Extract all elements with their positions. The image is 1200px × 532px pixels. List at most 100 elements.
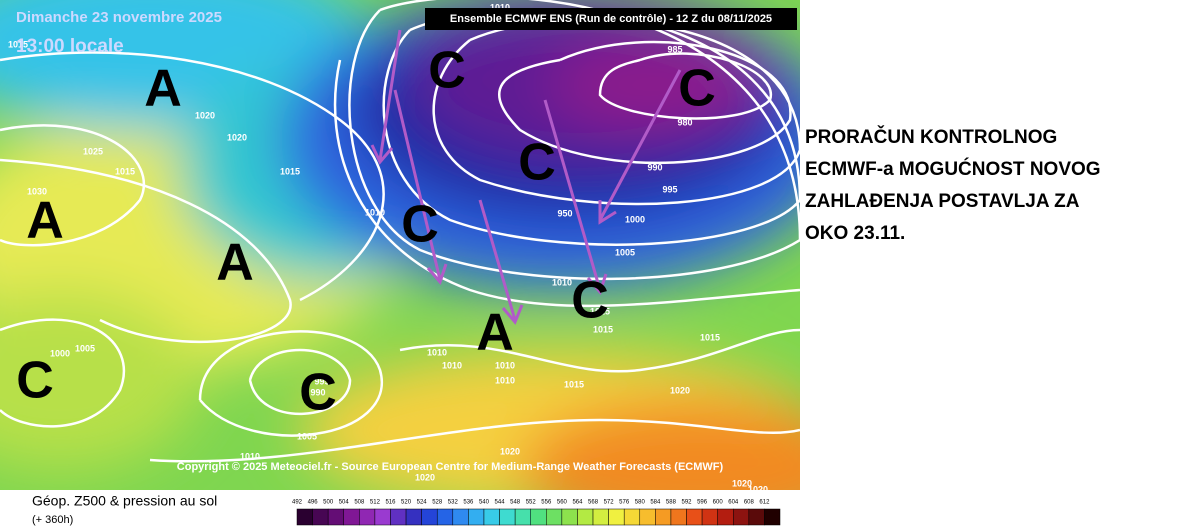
- isobar-label: 1005: [75, 343, 95, 353]
- scale-label: 544: [495, 500, 506, 506]
- scale-swatch: [359, 508, 376, 526]
- isobar-label: 1020: [748, 484, 768, 494]
- arrows: [370, 29, 682, 325]
- pressure-center: A: [26, 192, 64, 250]
- scale-label: 568: [588, 500, 599, 506]
- isobar-label: 1015: [115, 166, 135, 176]
- scale-label: 576: [619, 500, 630, 506]
- copyright: Copyright © 2025 Meteociel.fr - Source E…: [177, 461, 724, 473]
- scale-label: 492: [292, 500, 303, 506]
- scale-label: 548: [510, 500, 521, 506]
- annotation-line: OKO 23.11.: [805, 223, 905, 244]
- time: 13:00 locale: [16, 36, 124, 57]
- annotation-line: ZAHLAĐENJA POSTAVLJA ZA: [805, 191, 1080, 212]
- isobar-label: 1005: [297, 431, 317, 441]
- annotation-line: ECMWF-a MOGUĆNOST NOVOG: [805, 158, 1101, 180]
- pressure-center: A: [144, 60, 182, 118]
- isobar-label: 1015: [590, 306, 610, 316]
- isobar-label: 985: [667, 44, 682, 54]
- isobar-label: 1015: [564, 379, 584, 389]
- isobar-label: 1020: [415, 472, 435, 482]
- scale-label: 520: [401, 500, 412, 506]
- scale-label: 596: [697, 500, 708, 506]
- isobar-label: 1010: [240, 451, 260, 461]
- isobar-label: 1010: [495, 360, 515, 370]
- isobar-label: 1015: [593, 324, 613, 334]
- scale-label: 584: [650, 500, 661, 506]
- isobar-label: 1010: [495, 375, 515, 385]
- legend-subtitle: (+ 360h): [32, 514, 73, 526]
- scale-swatch: [312, 508, 329, 526]
- isobar-label: 1015: [700, 332, 720, 342]
- scale-label: 588: [666, 500, 677, 506]
- scale-label: 564: [572, 500, 583, 506]
- scale-label: 532: [448, 500, 459, 506]
- isobar-label: 995: [662, 184, 677, 194]
- scale-swatch: [670, 508, 687, 526]
- isobar-label: 1020: [732, 478, 752, 488]
- pressure-center: A: [476, 304, 514, 362]
- scale-swatch: [499, 508, 516, 526]
- pressure-center: A: [216, 234, 254, 292]
- scale-swatch: [561, 508, 578, 526]
- scale-swatch: [390, 508, 407, 526]
- scale-label: 504: [339, 500, 350, 506]
- isobar-label: 1025: [83, 146, 103, 156]
- isobar-label: 990: [647, 162, 662, 172]
- color-scale: 492 496 500 504 508 512 516 520 524 528 532 536 540 5…: [292, 500, 781, 526]
- scale-label: 500: [323, 500, 334, 506]
- scale-label: 580: [635, 500, 646, 506]
- isobar-label: 1020: [227, 132, 247, 142]
- scale-label: 552: [526, 500, 537, 506]
- isobar-label: 1010: [552, 277, 572, 287]
- scale-swatch: [405, 508, 422, 526]
- scale-label: 540: [479, 500, 490, 506]
- isobar-label: 1010: [442, 360, 462, 370]
- isobar-label: 990: [310, 387, 325, 397]
- scale-swatch: [608, 508, 625, 526]
- scale-swatch: [468, 508, 485, 526]
- pressure-center: C: [518, 134, 556, 192]
- scale-swatch: [514, 508, 531, 526]
- pressure-center: C: [678, 60, 716, 118]
- scale-swatch: [483, 508, 500, 526]
- run-box: [425, 8, 797, 30]
- scale-swatch: [623, 508, 641, 526]
- scale-swatch: [327, 508, 344, 526]
- isobar-label: 1010: [427, 347, 447, 357]
- map: 1010101510201020102510151030101510109859…: [0, 0, 800, 494]
- scale-label: 508: [354, 500, 365, 506]
- isobar-label: 950: [557, 208, 572, 218]
- pressure-center: C: [428, 42, 466, 100]
- scale-swatch: [764, 508, 781, 526]
- date: Dimanche 23 novembre 2025: [16, 9, 222, 26]
- scale-swatch: [546, 508, 563, 526]
- isobar-label: 995: [314, 376, 329, 386]
- pressure-center: C: [299, 364, 337, 422]
- scale-label: 496: [308, 500, 319, 506]
- scale-label: 560: [557, 500, 568, 506]
- isobar-label: 1020: [195, 110, 215, 120]
- isobar-label: 1005: [615, 247, 635, 257]
- scale-swatch: [436, 508, 454, 526]
- scale-label: 592: [682, 500, 693, 506]
- scale-label: 604: [728, 500, 739, 506]
- scale-label: 556: [541, 500, 552, 506]
- scale-swatch: [343, 508, 360, 526]
- scale-swatch: [639, 508, 656, 526]
- scale-label: 572: [604, 500, 615, 506]
- scale-swatch: [421, 508, 438, 526]
- scale-label: 512: [370, 500, 381, 506]
- scale-label: 516: [385, 500, 396, 506]
- annotation: PRORAČUN KONTROLNOG ECMWF-a MOGUĆNOST NOV…: [805, 126, 1101, 244]
- scale-swatch: [374, 508, 391, 526]
- scale-swatch: [733, 508, 750, 526]
- scale-label: 536: [463, 500, 474, 506]
- isobar-label: 1010: [365, 207, 385, 217]
- isobar-label: 1030: [27, 186, 47, 196]
- scale-swatch: [701, 508, 718, 526]
- scale-swatch: [717, 508, 734, 526]
- isobar-labels: 1010101510201020102510151030101510109859…: [8, 2, 768, 494]
